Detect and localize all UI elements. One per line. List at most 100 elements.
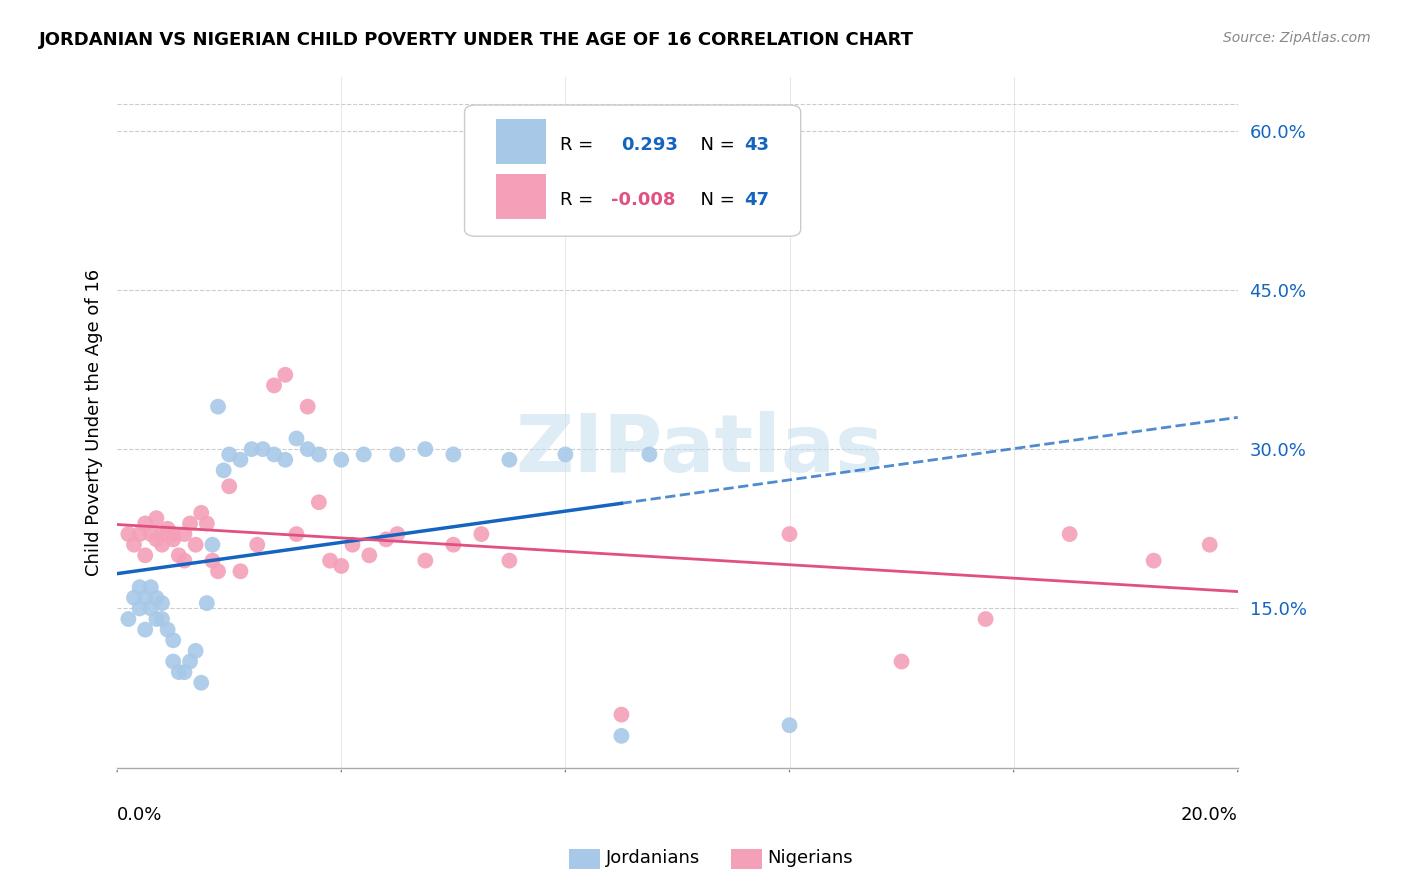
Point [128,580,150,594]
Text: N =: N = [689,136,740,154]
Point [1059,527,1081,541]
Point [263,378,285,392]
Point [218,479,240,493]
Point [122,591,145,605]
Point [779,718,801,732]
Point [229,564,252,578]
Text: Jordanians: Jordanians [606,849,700,867]
Point [139,601,162,615]
Point [274,452,297,467]
FancyBboxPatch shape [496,174,547,219]
Point [638,447,661,461]
Point [156,522,179,536]
Point [498,452,520,467]
Point [1143,554,1166,568]
Point [145,533,167,547]
FancyBboxPatch shape [464,105,800,236]
Point [498,554,520,568]
Point [184,538,207,552]
Text: 43: 43 [745,136,769,154]
Point [122,538,145,552]
Point [353,447,375,461]
Point [195,516,218,531]
Point [974,612,997,626]
Point [415,442,437,456]
Text: 20.0%: 20.0% [1181,805,1237,823]
Point [218,447,240,461]
Point [162,527,184,541]
Point [134,549,156,563]
Point [207,564,229,578]
Point [195,596,218,610]
Point [359,549,381,563]
Point [207,400,229,414]
Point [285,432,308,446]
FancyBboxPatch shape [496,119,547,164]
Point [387,527,409,541]
Point [1198,538,1220,552]
Point [387,447,409,461]
Point [179,516,201,531]
Text: JORDANIAN VS NIGERIAN CHILD POVERTY UNDER THE AGE OF 16 CORRELATION CHART: JORDANIAN VS NIGERIAN CHILD POVERTY UNDE… [39,31,914,49]
Point [145,612,167,626]
Point [246,538,269,552]
Point [145,511,167,525]
Point [375,533,398,547]
Point [190,506,212,520]
Point [150,538,173,552]
Point [190,675,212,690]
Point [441,447,464,461]
Point [890,655,912,669]
Point [319,554,342,568]
Point [139,527,162,541]
Point [150,527,173,541]
Point [229,452,252,467]
Point [342,538,364,552]
Point [297,400,319,414]
Point [212,463,235,477]
Point [252,442,274,456]
Point [167,549,190,563]
Point [128,601,150,615]
Text: 0.293: 0.293 [621,136,678,154]
Point [179,655,201,669]
Point [297,442,319,456]
Point [134,591,156,605]
Y-axis label: Child Poverty Under the Age of 16: Child Poverty Under the Age of 16 [86,269,103,576]
Point [173,527,195,541]
Point [610,707,633,722]
Point [117,612,139,626]
Point [162,633,184,648]
Point [162,655,184,669]
Text: Nigerians: Nigerians [768,849,853,867]
Point [201,554,224,568]
Text: ZIPatlas: ZIPatlas [516,411,884,489]
Point [274,368,297,382]
Text: R =: R = [560,191,599,210]
Text: R =: R = [560,136,599,154]
Point [308,447,330,461]
Point [128,527,150,541]
Point [173,554,195,568]
Text: 47: 47 [745,191,769,210]
Point [150,596,173,610]
Point [150,612,173,626]
Point [139,580,162,594]
Point [184,644,207,658]
Text: Source: ZipAtlas.com: Source: ZipAtlas.com [1223,31,1371,45]
Point [285,527,308,541]
Point [441,538,464,552]
Point [156,623,179,637]
Text: 0.0%: 0.0% [117,805,163,823]
Point [173,665,195,680]
Point [134,623,156,637]
Text: N =: N = [689,191,740,210]
Point [330,558,353,573]
Point [470,527,492,541]
Point [263,447,285,461]
Point [201,538,224,552]
Point [167,665,190,680]
Point [308,495,330,509]
Point [117,527,139,541]
Point [779,527,801,541]
